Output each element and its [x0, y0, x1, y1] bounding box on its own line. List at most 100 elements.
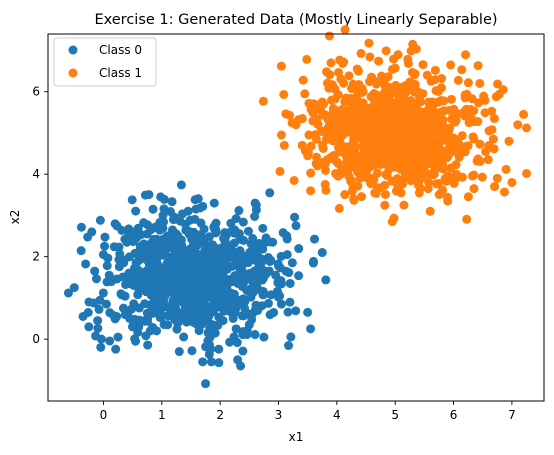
data-point-class-0 — [132, 233, 142, 243]
data-point-class-1 — [410, 69, 420, 79]
data-point-class-0 — [123, 234, 133, 244]
data-point-class-0 — [283, 307, 293, 317]
data-point-class-1 — [457, 172, 467, 182]
data-point-class-1 — [340, 190, 350, 200]
data-point-class-1 — [347, 140, 357, 150]
legend: Class 0 Class 1 — [53, 37, 157, 87]
data-point-class-1 — [415, 139, 425, 149]
data-point-class-0 — [240, 297, 250, 307]
data-point-class-1 — [348, 79, 358, 89]
data-point-class-1 — [385, 134, 395, 144]
data-point-class-1 — [445, 123, 455, 133]
data-point-class-0 — [269, 307, 279, 317]
data-point-class-0 — [111, 344, 121, 354]
data-point-class-1 — [349, 194, 359, 204]
data-point-class-0 — [273, 259, 283, 269]
data-point-class-1 — [449, 133, 459, 143]
data-point-class-0 — [211, 218, 221, 228]
data-point-class-1 — [325, 126, 335, 136]
data-point-class-0 — [63, 288, 73, 298]
data-point-class-1 — [374, 115, 384, 125]
data-point-class-1 — [426, 76, 436, 86]
data-point-class-0 — [208, 287, 218, 296]
data-point-class-0 — [150, 222, 160, 232]
data-point-class-0 — [83, 308, 93, 317]
x-tick-label: 7 — [508, 408, 516, 422]
data-point-class-0 — [176, 309, 186, 319]
data-point-class-1 — [306, 168, 316, 178]
data-point-class-0 — [291, 306, 301, 316]
data-point-class-0 — [131, 258, 141, 268]
data-point-class-1 — [303, 148, 313, 158]
data-point-class-1 — [401, 129, 411, 139]
data-point-class-0 — [263, 298, 273, 308]
data-point-class-1 — [416, 160, 426, 170]
data-point-class-1 — [321, 185, 331, 195]
chart-title: Exercise 1: Generated Data (Mostly Linea… — [94, 12, 497, 28]
data-point-class-0 — [121, 280, 131, 290]
data-point-class-1 — [337, 104, 347, 114]
data-point-class-1 — [491, 92, 501, 102]
data-point-class-1 — [417, 151, 427, 161]
data-point-class-1 — [352, 160, 362, 170]
data-point-class-0 — [228, 313, 238, 323]
data-point-class-0 — [237, 266, 247, 276]
data-point-class-1 — [369, 89, 379, 99]
data-point-class-1 — [366, 142, 376, 152]
data-point-class-1 — [324, 31, 334, 41]
data-point-class-1 — [469, 134, 479, 144]
points-layer — [63, 25, 532, 389]
data-point-class-1 — [276, 130, 286, 140]
data-point-class-0 — [100, 232, 110, 242]
data-point-class-1 — [356, 48, 366, 58]
data-point-class-1 — [473, 61, 483, 71]
data-point-class-1 — [340, 25, 350, 35]
data-point-class-0 — [211, 244, 221, 254]
data-point-class-0 — [220, 228, 230, 238]
data-point-class-0 — [204, 312, 214, 322]
data-point-class-1 — [519, 109, 529, 119]
data-point-class-0 — [159, 320, 169, 330]
data-point-class-0 — [102, 277, 112, 287]
data-point-class-1 — [522, 123, 532, 133]
x-tick-label: 6 — [450, 408, 458, 422]
data-point-class-1 — [344, 71, 354, 81]
data-point-class-0 — [105, 336, 115, 346]
data-point-class-1 — [400, 154, 410, 164]
data-point-class-0 — [246, 292, 256, 302]
data-point-class-0 — [119, 258, 129, 268]
data-point-class-0 — [214, 358, 224, 368]
data-point-class-1 — [451, 116, 461, 126]
data-point-class-1 — [333, 90, 343, 100]
data-point-class-1 — [339, 78, 349, 88]
data-point-class-1 — [381, 170, 391, 179]
data-point-class-0 — [191, 239, 201, 249]
data-point-class-0 — [177, 246, 187, 256]
data-point-class-0 — [184, 280, 194, 290]
data-point-class-0 — [164, 239, 174, 249]
data-point-class-0 — [214, 344, 224, 354]
data-point-class-0 — [209, 198, 219, 208]
data-point-class-1 — [327, 135, 337, 145]
data-point-class-1 — [406, 171, 416, 181]
data-point-class-0 — [252, 301, 262, 311]
data-point-class-1 — [440, 174, 450, 184]
data-point-class-0 — [321, 275, 331, 285]
data-point-class-0 — [310, 234, 320, 244]
data-point-class-1 — [364, 38, 374, 48]
data-point-class-1 — [380, 200, 390, 210]
data-point-class-0 — [229, 238, 239, 248]
data-point-class-1 — [462, 214, 472, 224]
data-point-class-0 — [133, 290, 143, 300]
data-point-class-0 — [266, 290, 276, 300]
data-point-class-0 — [261, 269, 271, 279]
legend-marker-class-1 — [68, 68, 78, 78]
data-point-class-1 — [325, 70, 335, 80]
data-point-class-1 — [433, 178, 443, 188]
data-point-class-1 — [493, 79, 503, 89]
data-point-class-0 — [167, 260, 177, 270]
data-point-class-1 — [389, 98, 399, 108]
data-point-class-0 — [189, 313, 199, 323]
data-point-class-1 — [489, 114, 499, 124]
